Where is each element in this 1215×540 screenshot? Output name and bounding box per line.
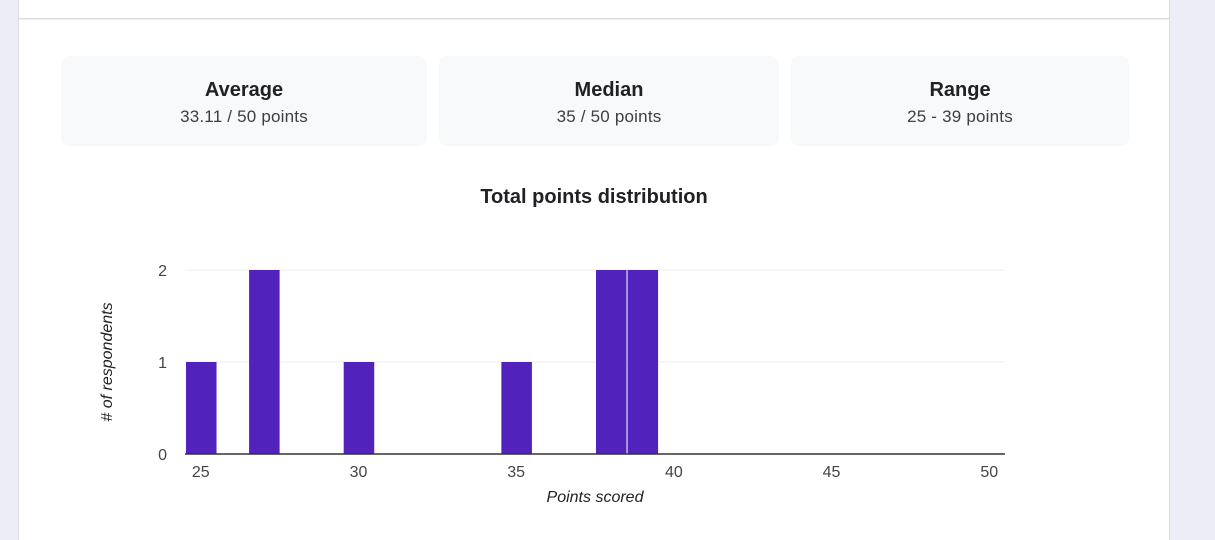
previous-card	[18, 0, 1170, 19]
y-tick-label: 1	[158, 355, 167, 372]
y-tick-label: 0	[158, 447, 167, 464]
y-tick-label: 2	[158, 263, 167, 280]
x-tick-label: 30	[350, 464, 368, 481]
histogram-bar	[627, 270, 659, 454]
x-tick-label: 50	[980, 464, 998, 481]
range-stat: Range 25 - 39 points	[791, 56, 1129, 146]
average-stat: Average 33.11 / 50 points	[61, 56, 427, 146]
histogram-bar	[501, 362, 532, 454]
x-tick-label: 25	[192, 464, 210, 481]
chart-title: Total points distribution	[480, 186, 707, 208]
y-axis-label: # of respondents	[99, 302, 116, 421]
average-value: 33.11 / 50 points	[180, 107, 308, 126]
median-label: Median	[574, 79, 644, 101]
x-tick-label: 35	[507, 464, 525, 481]
points-distribution-chart: Total points distribution # of responden…	[99, 186, 1005, 506]
x-axis-label: Points scored	[547, 489, 645, 506]
histogram-bar	[186, 362, 217, 454]
median-stat: Median 35 / 50 points	[439, 56, 779, 146]
histogram-bar	[249, 270, 280, 454]
histogram-bar	[343, 362, 375, 454]
histogram-bar	[596, 270, 627, 454]
average-label: Average	[204, 79, 284, 101]
range-label: Range	[929, 79, 991, 101]
x-tick-label: 40	[665, 464, 683, 481]
median-value: 35 / 50 points	[556, 107, 662, 126]
x-tick-label: 45	[823, 464, 841, 481]
range-value: 25 - 39 points	[907, 107, 1013, 126]
